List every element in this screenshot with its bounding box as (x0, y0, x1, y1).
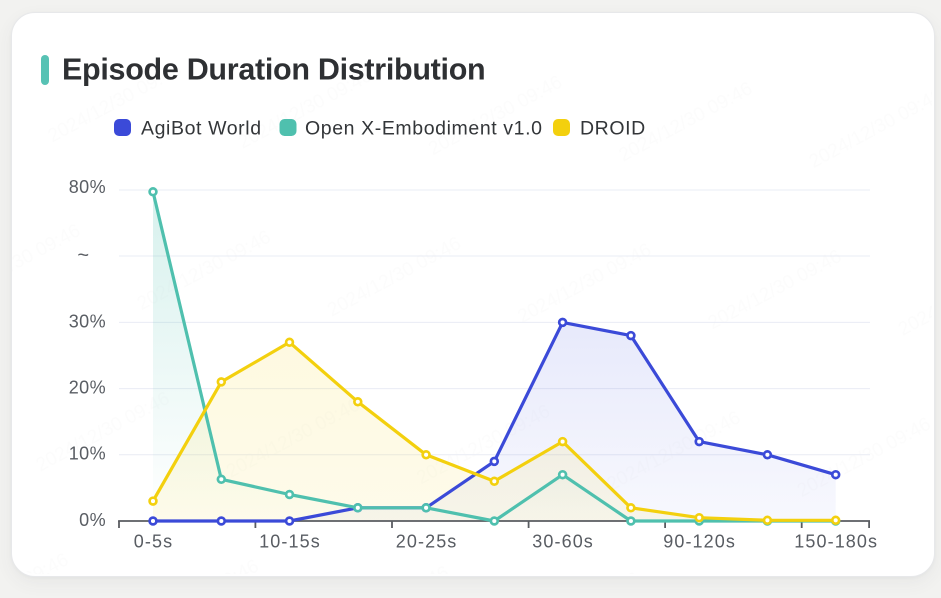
svg-text:80%: 80% (69, 177, 106, 197)
svg-text:10%: 10% (69, 444, 106, 464)
svg-text:AgiBot World: AgiBot World (141, 118, 262, 140)
svg-text:90-120s: 90-120s (663, 532, 736, 552)
svg-text:DROID: DROID (580, 118, 646, 140)
svg-text:10-15s: 10-15s (259, 532, 321, 552)
svg-text:0-5s: 0-5s (134, 532, 173, 552)
svg-text:Open X-Embodiment v1.0: Open X-Embodiment v1.0 (305, 118, 543, 140)
svg-text:20-25s: 20-25s (396, 532, 458, 552)
svg-text:~: ~ (77, 245, 89, 267)
svg-text:0%: 0% (79, 510, 106, 530)
svg-text:30%: 30% (69, 312, 106, 332)
svg-text:150-180s: 150-180s (794, 532, 878, 552)
svg-text:30-60s: 30-60s (532, 532, 594, 552)
svg-text:20%: 20% (69, 378, 106, 398)
svg-text:Episode Duration Distribution: Episode Duration Distribution (62, 53, 485, 87)
